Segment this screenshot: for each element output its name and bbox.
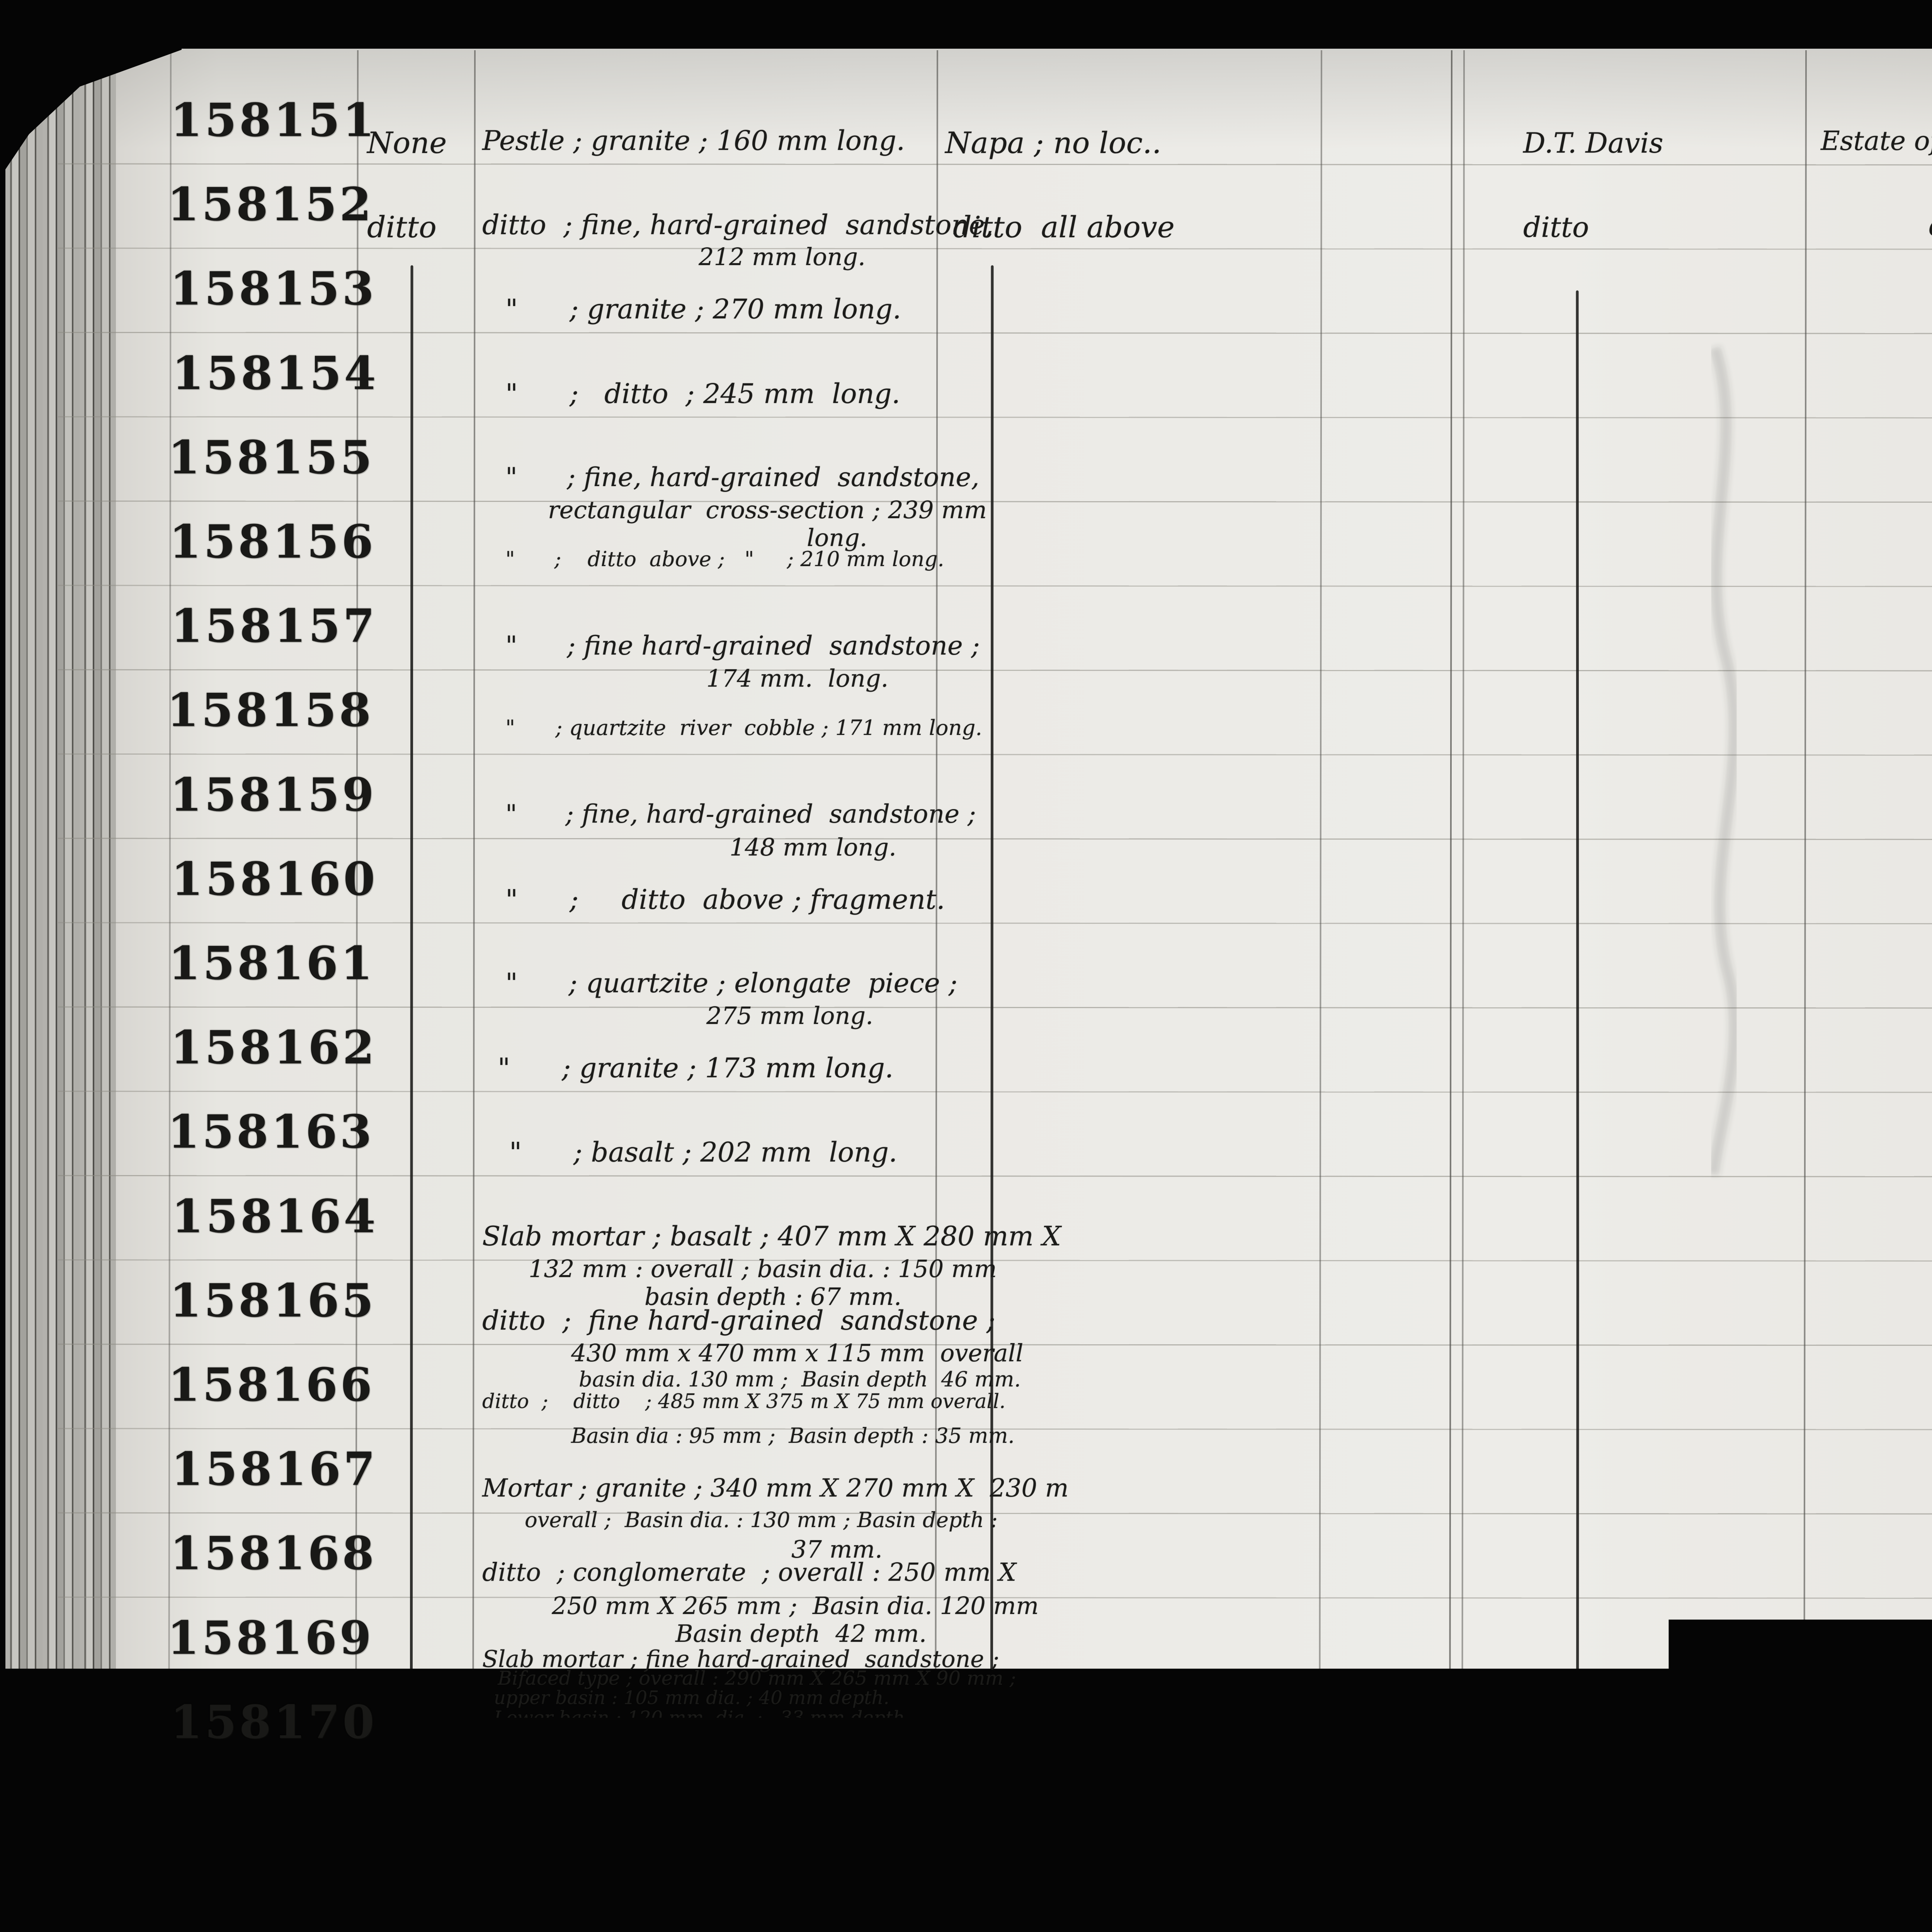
ledger-row: 158175 " ; sandstone ; overall : 285 mm … [0,0,1932,1932]
photo-top-border [0,0,1932,49]
scanned-ledger-photograph: { "colors": { "paper": "#ebeae6", "ink":… [0,0,1932,1932]
ledger-rows-container: 158151 None Pestle ; granite ; 160 mm lo… [0,0,1932,1932]
